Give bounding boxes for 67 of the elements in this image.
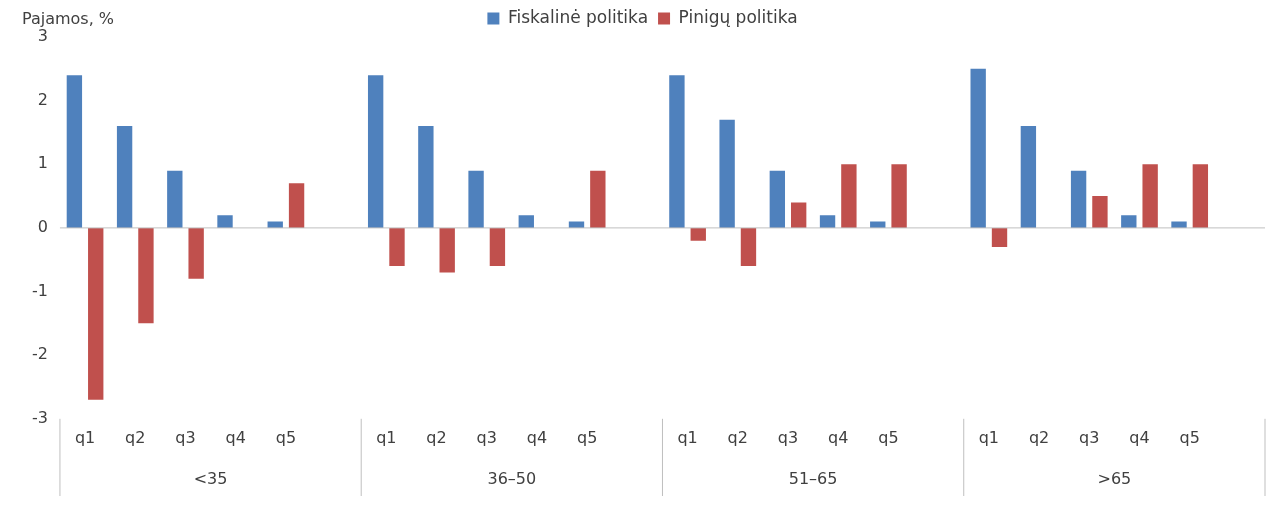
x-tick-label: q2 (426, 427, 447, 447)
text: >65 (1097, 469, 1132, 489)
bar (88, 227, 104, 400)
bar (288, 183, 305, 228)
x-tick-label: q1 (74, 427, 96, 447)
bar (719, 119, 735, 228)
bar (819, 215, 836, 228)
bar (891, 164, 907, 228)
y-tick-label: -2 (32, 344, 48, 364)
y-tick-label: 1 (37, 153, 48, 173)
bar (590, 170, 606, 228)
bar (367, 75, 384, 228)
bar (769, 170, 786, 228)
bar (518, 215, 534, 228)
bar (418, 126, 434, 228)
x-tick-label: q1 (677, 427, 698, 447)
y-tick-label: 0 (37, 217, 48, 237)
bar (841, 164, 857, 228)
bar (138, 227, 154, 324)
legend-label: Pinigų politika (678, 6, 798, 27)
bar (116, 126, 133, 228)
bar (970, 68, 986, 228)
legend-label: Fiskalinė politika (507, 6, 649, 27)
x-tick-label: q4 (526, 427, 548, 447)
x-tick-label: q5 (576, 427, 598, 447)
bar (66, 75, 83, 228)
bar (468, 170, 484, 228)
text: 36–50 (487, 469, 537, 489)
y-axis-title: Pajamos, % (22, 9, 115, 29)
x-tick-label: q4 (828, 427, 849, 447)
bar (669, 75, 685, 228)
bar (790, 202, 807, 228)
x-tick-label: q2 (125, 427, 146, 447)
bar (489, 227, 506, 267)
y-tick-label: 2 (37, 89, 48, 109)
bar (217, 215, 233, 228)
bar (439, 227, 455, 273)
y-tick-label: -1 (32, 280, 48, 300)
x-tick-label: q3 (1079, 427, 1100, 447)
x-tick-label: q2 (727, 427, 748, 447)
bar (1142, 164, 1158, 228)
bar (1121, 215, 1137, 228)
bar (1020, 126, 1037, 228)
bar (740, 227, 757, 267)
x-tick-label: q3 (777, 427, 799, 447)
x-tick-label: q5 (275, 427, 297, 447)
y-tick-label: -3 (32, 407, 48, 427)
x-tick-label: q5 (1179, 427, 1200, 447)
bar (188, 227, 204, 279)
x-tick-label: q1 (376, 427, 397, 447)
x-tick-label: q4 (225, 427, 246, 447)
bar (167, 170, 183, 228)
bar (690, 227, 706, 241)
bar (1092, 196, 1108, 228)
x-tick-label: q2 (1028, 427, 1050, 447)
bar (1192, 164, 1209, 228)
text: <35 (193, 469, 228, 489)
bar (1070, 170, 1087, 228)
x-tick-label: q5 (878, 427, 899, 447)
text: 51–65 (788, 469, 838, 489)
bar (389, 227, 405, 267)
x-tick-label: q3 (476, 427, 497, 447)
y-tick-label: 3 (37, 26, 48, 46)
x-tick-label: q3 (175, 427, 196, 447)
x-tick-label: q1 (978, 427, 1000, 447)
bar (991, 227, 1008, 247)
x-tick-label: q4 (1129, 427, 1150, 447)
